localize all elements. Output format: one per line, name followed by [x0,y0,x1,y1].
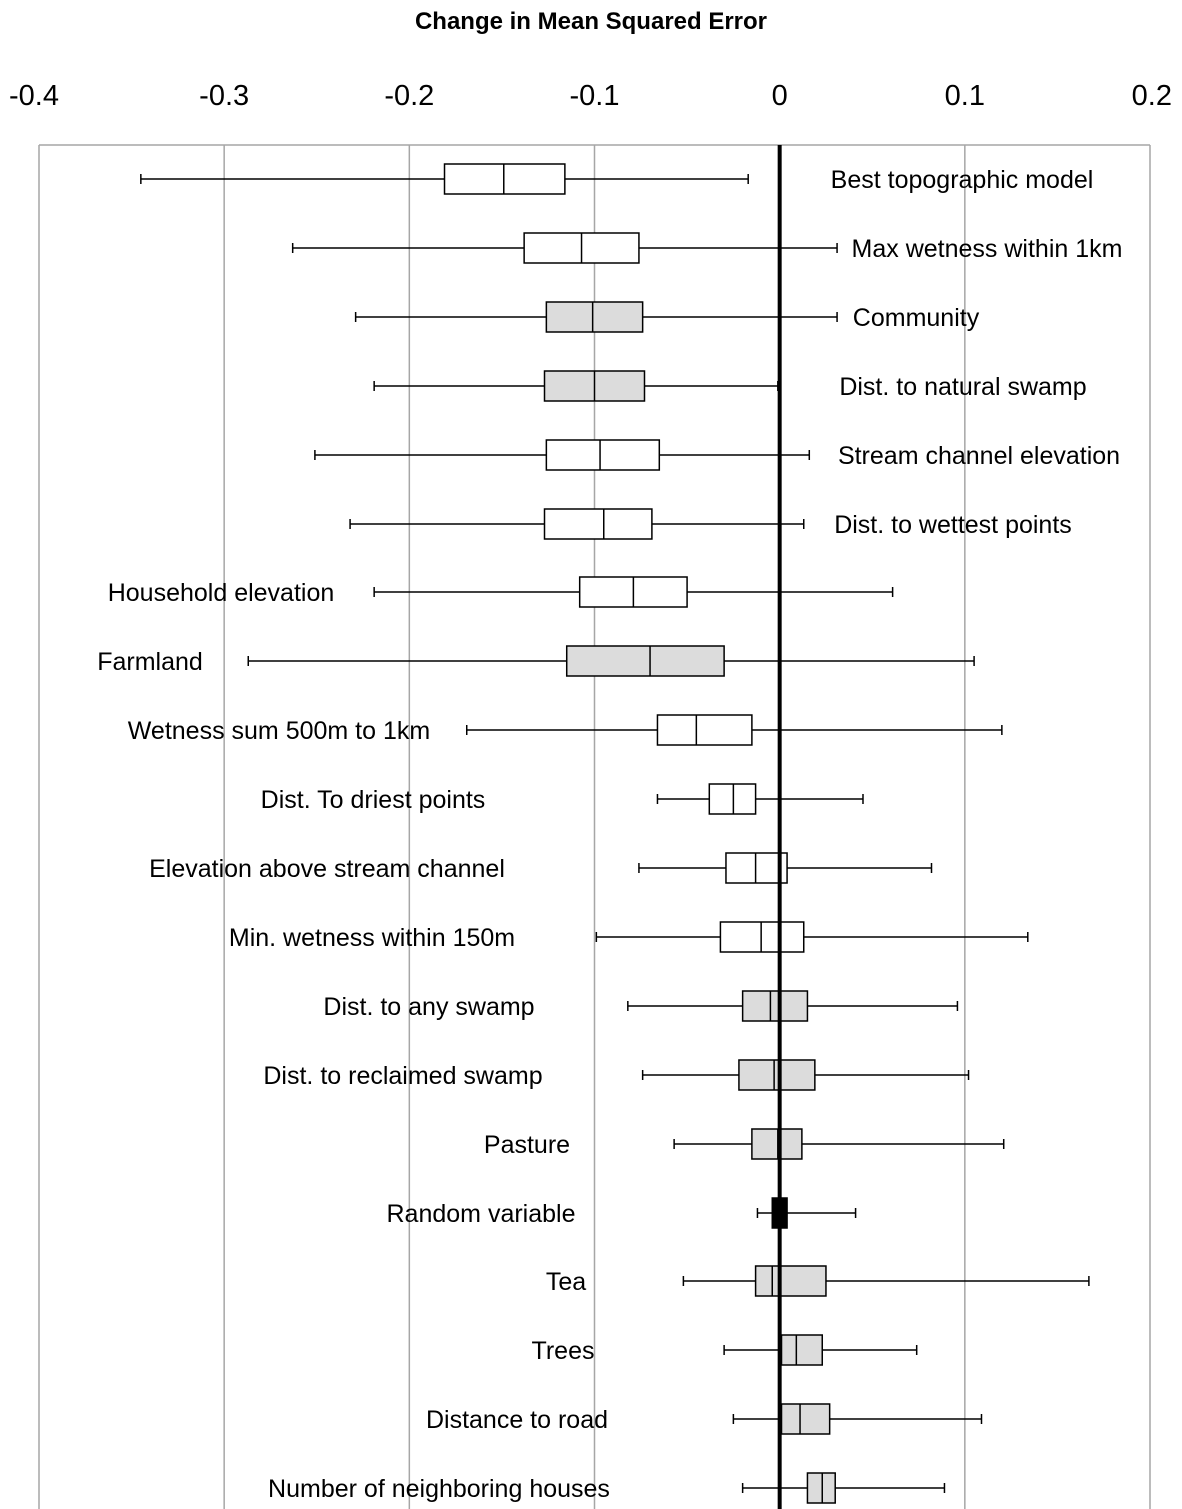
category-label: Tea [546,1268,586,1296]
category-label: Random variable [387,1200,576,1228]
box-plot-row [627,990,959,1022]
category-label: Dist. to wettest points [834,511,1072,539]
iqr-box [806,1472,836,1504]
box-plot-row [682,1265,1090,1297]
x-tick-label: -0.1 [570,80,620,112]
iqr-box [751,1128,803,1160]
iqr-box [656,714,753,746]
category-label: Household elevation [108,579,335,607]
category-label: Farmland [97,648,203,676]
x-tick-label: -0.2 [384,80,434,112]
box-plot-row [140,163,749,195]
iqr-box [780,1403,831,1435]
box-plot-row [291,232,838,264]
category-label: Max wetness within 1km [852,235,1123,263]
box-plot-row [656,783,864,815]
category-label: Dist. to natural swamp [839,373,1086,401]
x-tick-label: 0.1 [945,80,985,112]
category-label: Dist. to any swamp [323,993,534,1021]
category-labels: Best topographic model Max wetness within… [97,166,1122,1503]
gridlines [38,144,1151,1509]
box-plot-row [354,301,838,333]
box-plot-row [373,576,894,608]
x-axis-tick-labels: -0.4 -0.3 -0.2 -0.1 0 0.1 0.2 [9,80,1172,112]
iqr-box [443,163,566,195]
category-label: Min. wetness within 150m [229,924,515,952]
box-plot-row [595,921,1029,953]
category-label: Wetness sum 500m to 1km [128,717,430,745]
category-label: Trees [532,1337,595,1365]
category-label: Dist. to reclaimed swamp [263,1062,542,1090]
iqr-box [780,1334,824,1366]
iqr-box [708,783,757,815]
box-series [140,163,1090,1504]
box-plot-row [247,645,975,677]
iqr-box [741,990,809,1022]
box-plot-row [373,370,779,402]
x-tick-label: -0.3 [199,80,249,112]
box-plot-row [741,1472,946,1504]
iqr-box [754,1265,827,1297]
category-label: Pasture [484,1131,570,1159]
x-tick-label: -0.4 [9,80,59,112]
box-plot-row [465,714,1003,746]
iqr-box [738,1059,816,1091]
category-label: Community [853,304,980,332]
x-tick-label: 0.2 [1132,80,1172,112]
box-plot-row [723,1334,918,1366]
iqr-box [545,439,661,471]
category-label: Dist. To driest points [261,786,486,814]
box-plot-row [756,1197,857,1229]
box-plot-row [638,852,933,884]
category-label: Number of neighboring houses [268,1475,610,1503]
box-plot-row [673,1128,1005,1160]
x-tick-label: 0 [772,80,788,112]
box-plot-row [732,1403,983,1435]
iqr-box [543,508,653,540]
category-label: Best topographic model [831,166,1094,194]
box-plot-row [314,439,811,471]
iqr-box [719,921,805,953]
category-label: Stream channel elevation [838,442,1120,470]
box-plot-row [349,508,805,540]
box-plot-row [641,1059,970,1091]
category-label: Distance to road [426,1406,608,1434]
chart-title: Change in Mean Squared Error [414,8,768,35]
category-label: Elevation above stream channel [149,855,505,883]
iqr-box [565,645,725,677]
iqr-box [725,852,788,884]
iqr-box [545,301,644,333]
